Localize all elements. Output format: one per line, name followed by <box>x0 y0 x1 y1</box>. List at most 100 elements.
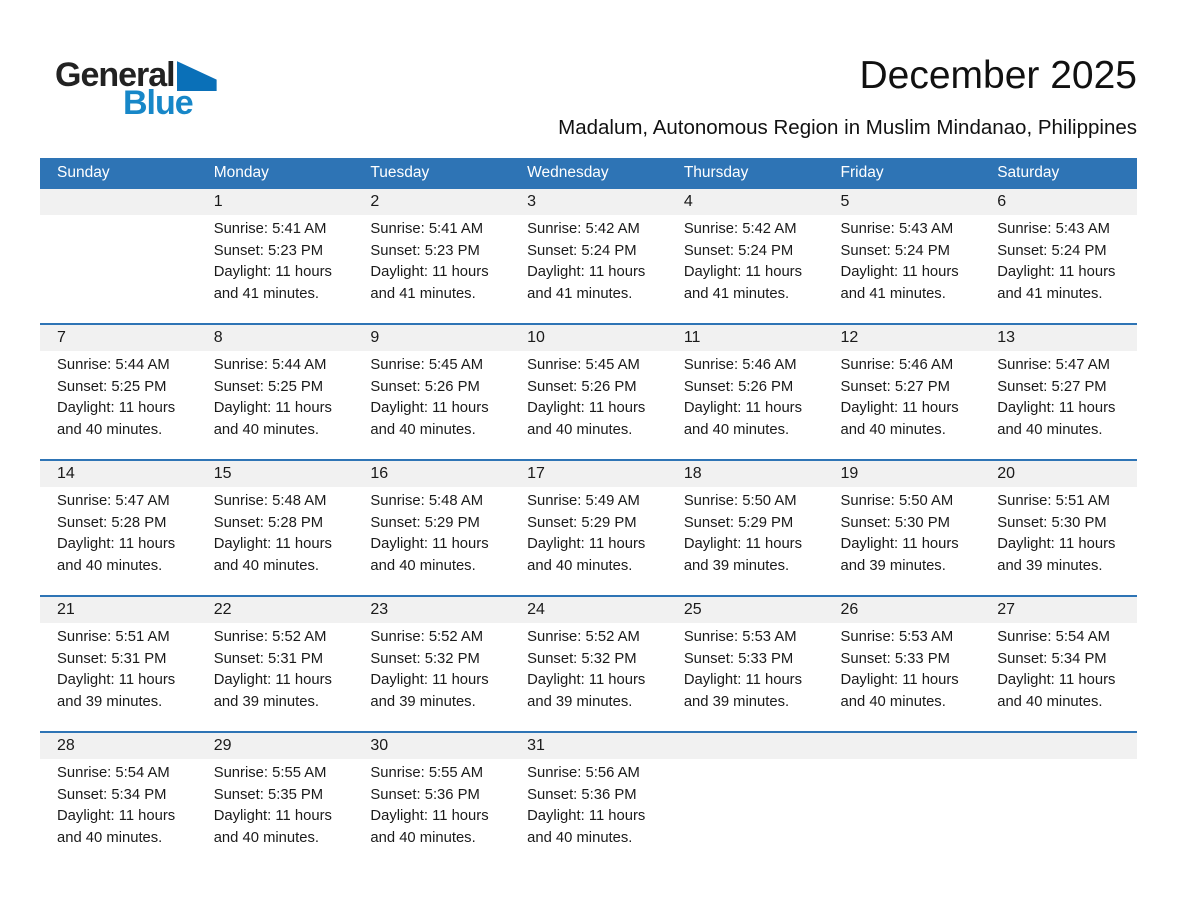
calendar-day-cell: 24 Sunrise: 5:52 AM Sunset: 5:32 PM Dayl… <box>510 596 667 732</box>
daylight-label: Daylight: <box>370 808 428 824</box>
daylight-value: 11 hours and 39 minutes. <box>370 672 489 710</box>
day-details: Sunrise: 5:44 AM Sunset: 5:25 PM Dayligh… <box>40 351 197 459</box>
sunrise-label: Sunrise: <box>997 357 1052 373</box>
sunrise-line: Sunrise: 5:48 AM <box>214 491 348 513</box>
sunrise-value: 5:47 AM <box>1055 357 1110 373</box>
sunset-line: Sunset: 5:29 PM <box>527 513 661 535</box>
month-title: December 2025 <box>859 54 1138 97</box>
day-details: Sunrise: 5:55 AM Sunset: 5:36 PM Dayligh… <box>353 759 510 867</box>
day-details: Sunrise: 5:42 AM Sunset: 5:24 PM Dayligh… <box>667 215 824 323</box>
weekday-header-monday: Monday <box>196 158 354 188</box>
daylight-label: Daylight: <box>213 672 272 688</box>
sunset-value: 5:33 PM <box>894 650 950 667</box>
sunset-line: Sunset: 5:26 PM <box>370 377 504 399</box>
sunrise-line: Sunrise: 5:54 AM <box>997 627 1131 649</box>
sunrise-line: Sunrise: 5:47 AM <box>57 491 191 513</box>
daylight-value: 11 hours and 40 minutes. <box>997 400 1116 438</box>
sunset-line: Sunset: 5:24 PM <box>527 241 661 263</box>
calendar-day-cell <box>980 732 1137 867</box>
sunrise-line: Sunrise: 5:48 AM <box>370 491 504 513</box>
daylight-label: Daylight: <box>840 264 899 280</box>
day-details: Sunrise: 5:43 AM Sunset: 5:24 PM Dayligh… <box>980 215 1137 323</box>
sunset-line: Sunset: 5:23 PM <box>214 241 348 263</box>
calendar-day-cell: 19 Sunrise: 5:50 AM Sunset: 5:30 PM Dayl… <box>823 460 981 596</box>
sunrise-label: Sunrise: <box>527 493 582 509</box>
sunset-line: Sunset: 5:30 PM <box>997 513 1131 535</box>
sunrise-value: 5:46 AM <box>742 357 797 373</box>
sunset-label: Sunset: <box>840 242 891 259</box>
daylight-line: Daylight: 11 hours and 40 minutes. <box>214 534 348 577</box>
week-row: 14 Sunrise: 5:47 AM Sunset: 5:28 PM Dayl… <box>40 460 1137 596</box>
sunset-line: Sunset: 5:29 PM <box>370 513 504 535</box>
sunrise-line: Sunrise: 5:45 AM <box>527 355 661 377</box>
sunset-value: 5:34 PM <box>111 786 167 803</box>
daylight-line: Daylight: 11 hours and 40 minutes. <box>841 670 975 713</box>
sunset-line: Sunset: 5:25 PM <box>57 377 191 399</box>
daylight-value: 11 hours and 39 minutes. <box>840 536 959 574</box>
daylight-line: Daylight: 11 hours and 39 minutes. <box>370 670 504 713</box>
sunrise-line: Sunrise: 5:47 AM <box>997 355 1131 377</box>
sunrise-value: 5:44 AM <box>272 357 327 373</box>
daylight-value: 11 hours and 40 minutes. <box>370 808 489 846</box>
sunset-label: Sunset: <box>213 786 264 803</box>
sunset-line: Sunset: 5:33 PM <box>841 649 975 671</box>
sunset-label: Sunset: <box>997 378 1048 395</box>
sunrise-line: Sunrise: 5:45 AM <box>370 355 504 377</box>
sunrise-label: Sunrise: <box>840 629 895 645</box>
daylight-value: 11 hours and 40 minutes. <box>527 400 646 438</box>
daylight-value: 11 hours and 40 minutes. <box>213 536 332 574</box>
day-number <box>666 733 824 759</box>
sunset-value: 5:30 PM <box>1051 514 1107 531</box>
sunrise-label: Sunrise: <box>57 357 112 373</box>
day-details: Sunrise: 5:52 AM Sunset: 5:31 PM Dayligh… <box>197 623 354 731</box>
daylight-label: Daylight: <box>370 400 428 416</box>
daylight-value: 11 hours and 40 minutes. <box>57 400 176 438</box>
daylight-value: 11 hours and 41 minutes. <box>370 264 489 302</box>
sunset-value: 5:24 PM <box>894 242 950 259</box>
sunrise-value: 5:56 AM <box>585 765 640 781</box>
day-number: 18 <box>666 461 824 487</box>
daylight-label: Daylight: <box>213 400 272 416</box>
daylight-line: Daylight: 11 hours and 41 minutes. <box>370 262 504 305</box>
daylight-value: 11 hours and 41 minutes. <box>683 264 803 302</box>
daylight-value: 11 hours and 40 minutes. <box>213 400 332 438</box>
sunrise-value: 5:54 AM <box>1055 629 1110 645</box>
daylight-line: Daylight: 11 hours and 40 minutes. <box>370 806 504 849</box>
daylight-label: Daylight: <box>840 400 899 416</box>
sunrise-line: Sunrise: 5:46 AM <box>841 355 975 377</box>
sunrise-label: Sunrise: <box>840 357 895 373</box>
sunset-label: Sunset: <box>527 650 578 667</box>
sunset-value: 5:25 PM <box>268 378 324 395</box>
daylight-value: 11 hours and 41 minutes. <box>527 264 646 302</box>
sunset-line: Sunset: 5:27 PM <box>997 377 1131 399</box>
sunrise-value: 5:52 AM <box>428 629 484 645</box>
sunset-line: Sunset: 5:36 PM <box>527 785 661 807</box>
day-number: 2 <box>353 189 511 215</box>
sunrise-line: Sunrise: 5:51 AM <box>997 491 1131 513</box>
sunset-value: 5:32 PM <box>424 650 480 667</box>
calendar-table: Sunday Monday Tuesday Wednesday Thursday… <box>40 158 1137 867</box>
sunrise-line: Sunrise: 5:55 AM <box>370 763 504 785</box>
calendar-day-cell: 4 Sunrise: 5:42 AM Sunset: 5:24 PM Dayli… <box>666 188 824 324</box>
sunrise-value: 5:45 AM <box>585 357 640 373</box>
sunrise-line: Sunrise: 5:53 AM <box>684 627 818 649</box>
weekday-header-tuesday: Tuesday <box>353 158 511 188</box>
daylight-value: 11 hours and 40 minutes. <box>840 400 959 438</box>
daylight-line: Daylight: 11 hours and 40 minutes. <box>214 806 348 849</box>
sunset-label: Sunset: <box>57 786 108 803</box>
day-number: 10 <box>510 325 667 351</box>
sunset-line: Sunset: 5:23 PM <box>370 241 504 263</box>
sunrise-label: Sunrise: <box>683 629 739 645</box>
daylight-label: Daylight: <box>527 536 585 552</box>
sunset-value: 5:34 PM <box>1051 650 1107 667</box>
daylight-label: Daylight: <box>683 672 742 688</box>
sunset-label: Sunset: <box>57 650 108 667</box>
sunset-label: Sunset: <box>683 650 734 667</box>
daylight-line: Daylight: 11 hours and 40 minutes. <box>214 398 348 441</box>
daylight-line: Daylight: 11 hours and 39 minutes. <box>684 534 818 577</box>
sunset-line: Sunset: 5:33 PM <box>684 649 818 671</box>
calendar-day-cell: 26 Sunrise: 5:53 AM Sunset: 5:33 PM Dayl… <box>823 596 981 732</box>
calendar-day-cell: 14 Sunrise: 5:47 AM Sunset: 5:28 PM Dayl… <box>40 460 197 596</box>
daylight-label: Daylight: <box>57 536 115 552</box>
daylight-value: 11 hours and 41 minutes. <box>840 264 959 302</box>
